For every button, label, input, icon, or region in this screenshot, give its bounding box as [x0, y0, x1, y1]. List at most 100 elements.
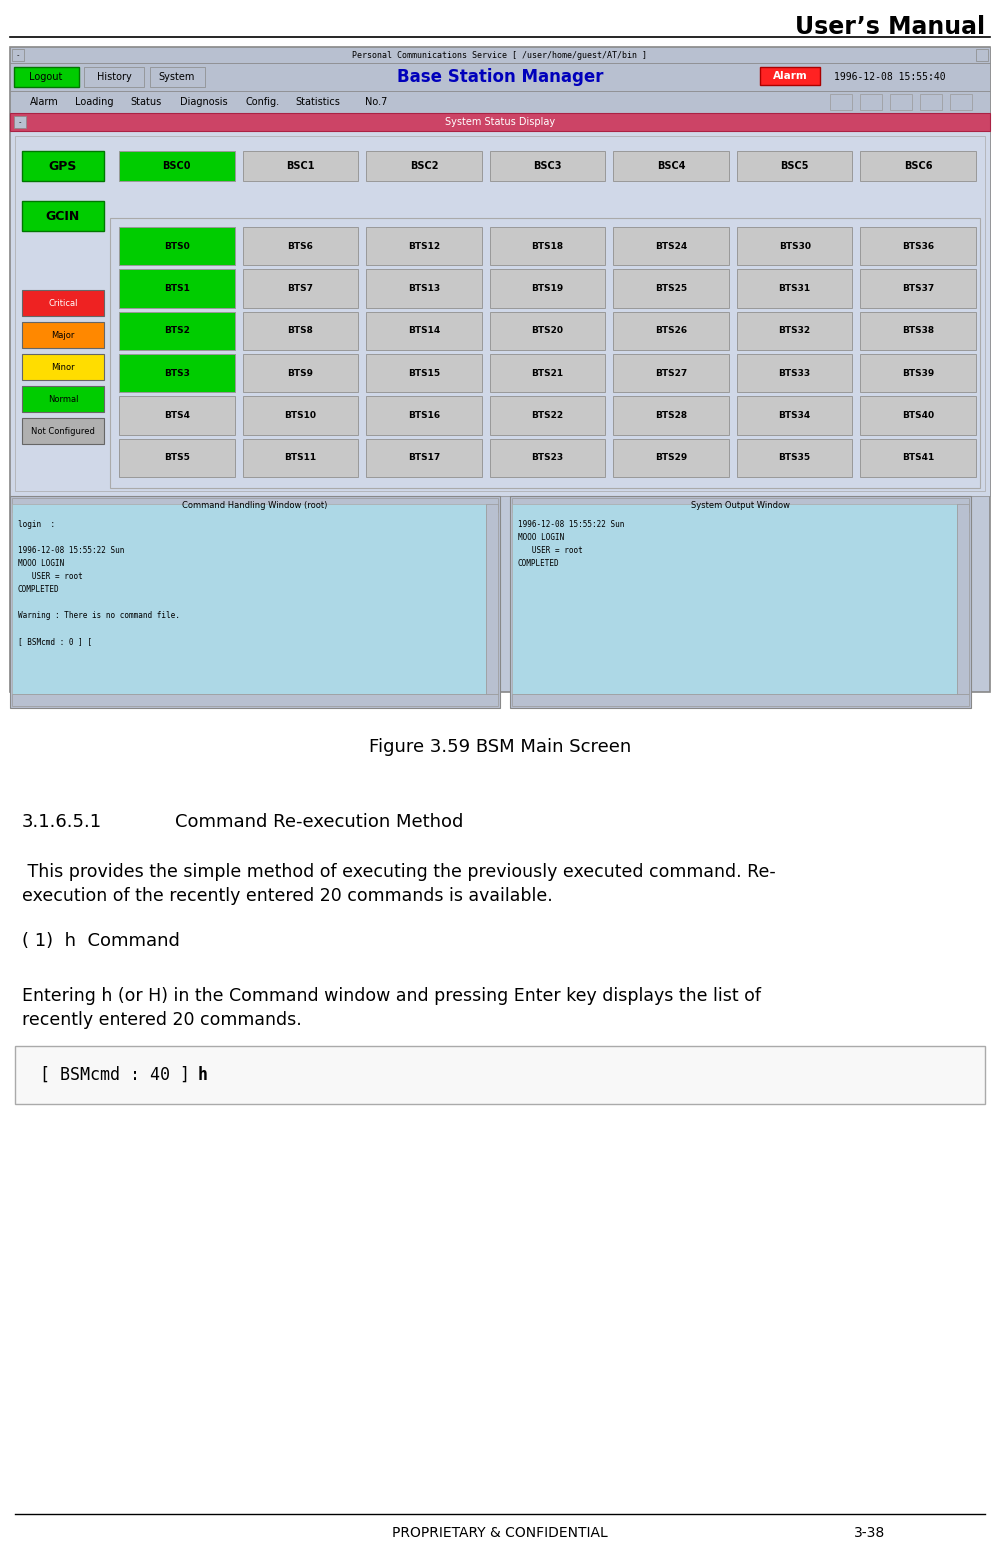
- Text: BSC1: BSC1: [286, 161, 314, 171]
- Text: Personal Communications Service [ /user/home/guest/AT/bin ]: Personal Communications Service [ /user/…: [352, 51, 648, 59]
- Text: BTS13: BTS13: [407, 284, 440, 293]
- Bar: [830, 95, 852, 110]
- Bar: [366, 227, 481, 265]
- Bar: [489, 270, 606, 307]
- Bar: [119, 270, 234, 307]
- Text: BTS22: BTS22: [532, 411, 564, 421]
- Text: BTS2: BTS2: [164, 326, 190, 335]
- Bar: [737, 270, 853, 307]
- Text: MOOO LOGIN: MOOO LOGIN: [18, 559, 64, 568]
- Bar: [22, 321, 104, 348]
- Text: Alarm: Alarm: [773, 71, 808, 81]
- Bar: [242, 151, 358, 182]
- Bar: [22, 202, 104, 231]
- Text: COMPLETED: COMPLETED: [518, 559, 560, 568]
- Text: BTS5: BTS5: [164, 453, 190, 462]
- Text: System: System: [159, 71, 195, 82]
- Text: BSC0: BSC0: [162, 161, 191, 171]
- Text: BTS27: BTS27: [655, 369, 688, 377]
- Text: BTS16: BTS16: [407, 411, 440, 421]
- Bar: [512, 504, 957, 694]
- Text: Logout: Logout: [29, 71, 63, 82]
- Bar: [119, 354, 234, 393]
- Text: BTS17: BTS17: [407, 453, 440, 462]
- Bar: [614, 270, 729, 307]
- Text: BTS8: BTS8: [287, 326, 313, 335]
- Text: Entering h (or H) in the Command window and pressing Enter key displays the list: Entering h (or H) in the Command window …: [22, 987, 761, 1006]
- Bar: [242, 396, 358, 435]
- Text: 1996-12-08 15:55:22 Sun: 1996-12-08 15:55:22 Sun: [518, 520, 625, 529]
- Bar: [737, 227, 853, 265]
- Bar: [150, 67, 205, 87]
- Text: BTS38: BTS38: [902, 326, 934, 335]
- Bar: [489, 312, 606, 351]
- Text: USER = root: USER = root: [518, 546, 583, 556]
- Text: 3.1.6.5.1: 3.1.6.5.1: [22, 813, 102, 830]
- Text: BSC3: BSC3: [534, 161, 562, 171]
- Bar: [110, 217, 980, 487]
- Text: BTS3: BTS3: [164, 369, 190, 377]
- Bar: [84, 67, 144, 87]
- Text: Diagnosis: Diagnosis: [180, 96, 227, 107]
- Text: System Status Display: System Status Display: [444, 116, 556, 127]
- Text: BTS23: BTS23: [532, 453, 564, 462]
- Text: BTS14: BTS14: [407, 326, 440, 335]
- Bar: [920, 95, 942, 110]
- Text: Loading: Loading: [75, 96, 113, 107]
- Text: BSC5: BSC5: [781, 161, 809, 171]
- Bar: [12, 50, 24, 61]
- Text: -: -: [17, 53, 19, 57]
- Text: Critical: Critical: [48, 298, 78, 307]
- Text: MOOO LOGIN: MOOO LOGIN: [518, 532, 565, 542]
- Bar: [489, 396, 606, 435]
- Bar: [760, 67, 820, 85]
- Text: History: History: [97, 71, 131, 82]
- Bar: [737, 439, 853, 476]
- Text: BTS15: BTS15: [407, 369, 440, 377]
- Bar: [15, 137, 985, 490]
- Text: [ BSMcmd : 0 ] [: [ BSMcmd : 0 ] [: [18, 636, 92, 646]
- Bar: [861, 396, 976, 435]
- Text: BTS25: BTS25: [655, 284, 687, 293]
- Text: BTS9: BTS9: [287, 369, 313, 377]
- Text: GCIN: GCIN: [46, 210, 80, 222]
- Text: Statistics: Statistics: [295, 96, 340, 107]
- Bar: [14, 116, 26, 127]
- Text: Minor: Minor: [51, 363, 75, 371]
- Bar: [486, 504, 498, 694]
- Bar: [489, 354, 606, 393]
- Text: BTS24: BTS24: [655, 242, 688, 251]
- Text: Command Handling Window (root): Command Handling Window (root): [182, 500, 327, 509]
- Text: BTS21: BTS21: [532, 369, 564, 377]
- Bar: [12, 504, 486, 694]
- Text: Command Re-execution Method: Command Re-execution Method: [175, 813, 463, 830]
- Bar: [22, 417, 104, 444]
- Text: recently entered 20 commands.: recently entered 20 commands.: [22, 1010, 301, 1029]
- Text: BTS6: BTS6: [287, 242, 313, 251]
- Text: BTS19: BTS19: [532, 284, 564, 293]
- Text: Figure 3.59 BSM Main Screen: Figure 3.59 BSM Main Screen: [369, 739, 631, 756]
- Bar: [614, 151, 729, 182]
- Bar: [10, 92, 990, 113]
- Text: login  :: login :: [18, 520, 55, 529]
- Bar: [614, 312, 729, 351]
- Bar: [22, 354, 104, 380]
- Text: Alarm: Alarm: [30, 96, 59, 107]
- Bar: [366, 151, 481, 182]
- Text: BTS18: BTS18: [532, 242, 564, 251]
- Bar: [614, 227, 729, 265]
- Bar: [119, 396, 234, 435]
- Bar: [957, 504, 969, 694]
- Bar: [22, 386, 104, 411]
- Text: BTS11: BTS11: [284, 453, 316, 462]
- Text: Not Configured: Not Configured: [31, 427, 95, 436]
- Text: 3-38: 3-38: [855, 1526, 886, 1540]
- Bar: [10, 130, 990, 497]
- Text: USER = root: USER = root: [18, 573, 83, 580]
- Bar: [614, 396, 729, 435]
- Text: BSC2: BSC2: [409, 161, 438, 171]
- Text: PROPRIETARY & CONFIDENTIAL: PROPRIETARY & CONFIDENTIAL: [392, 1526, 608, 1540]
- Text: 1996-12-08 15:55:40: 1996-12-08 15:55:40: [834, 71, 946, 82]
- Bar: [10, 64, 990, 92]
- Bar: [976, 50, 988, 61]
